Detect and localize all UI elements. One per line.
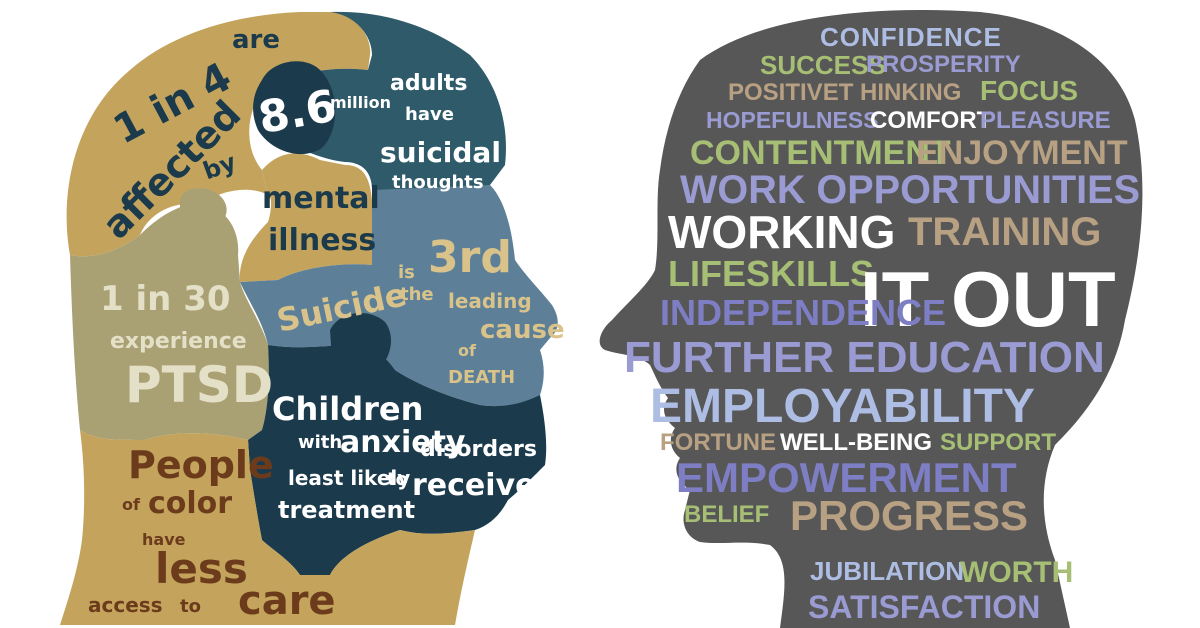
stat-adults: adults xyxy=(390,71,467,96)
puzzle-knob xyxy=(179,188,227,228)
word-independence: INDEPENDENCE xyxy=(660,292,946,333)
stat-1-in-30: 1 in 30 xyxy=(100,279,231,319)
stat-have: have xyxy=(405,104,454,125)
word-well-being: WELL-BEING xyxy=(780,429,932,456)
right-head-word-cloud: CONFIDENCE SUCCESS PROSPERITY POSITIVET … xyxy=(624,22,1140,625)
stat-thoughts: thoughts xyxy=(392,172,484,193)
word-enjoyment: ENJOYMENT xyxy=(916,134,1128,172)
stat-3rd: 3rd xyxy=(428,232,512,283)
puzzle-piece-people-of-color xyxy=(60,430,475,625)
stat-leading: leading xyxy=(448,289,532,313)
stat-least: least likely xyxy=(288,466,410,490)
word-belief: BELIEF xyxy=(684,501,769,528)
word-pleasure: PLEASURE xyxy=(980,107,1111,134)
stat-ptsd: PTSD xyxy=(125,356,273,414)
word-lifeskills: LIFESKILLS xyxy=(668,253,874,294)
stat-anxiety: anxiety xyxy=(340,425,466,460)
word-support: SUPPORT xyxy=(940,429,1056,456)
word-work-opportunities: WORK OPPORTUNITIES xyxy=(680,168,1140,212)
stat-million: million xyxy=(330,93,391,112)
stat-with: with xyxy=(298,432,342,453)
stat-care: care xyxy=(238,578,336,624)
stat-suicidal: suicidal xyxy=(380,136,501,169)
puzzle-piece-8-6-blob xyxy=(253,61,336,155)
right-head-silhouette xyxy=(599,9,1143,628)
word-positive-thinking: POSITIVET HINKING xyxy=(728,79,961,106)
word-contentment: CONTENTMENT xyxy=(690,134,951,172)
word-success: SUCCESS xyxy=(760,50,886,80)
word-working: WORKING xyxy=(668,206,895,258)
word-employability: EMPLOYABILITY xyxy=(650,380,1035,433)
stat-disorders: disorders xyxy=(420,437,537,462)
word-it-out: IT OUT xyxy=(860,255,1116,343)
stat-people: People xyxy=(128,443,274,487)
word-comfort: COMFORT xyxy=(870,107,992,134)
stat-death: DEATH xyxy=(448,367,515,388)
stat-the: the xyxy=(400,284,434,305)
puzzle-ear-blob xyxy=(330,312,392,374)
stat-experience: experience xyxy=(110,329,247,354)
left-head xyxy=(60,11,558,625)
word-empowerment: EMPOWERMENT xyxy=(676,454,1017,501)
stat-color: color xyxy=(148,486,232,521)
stat-treatment: treatment xyxy=(278,496,415,524)
stat-access: access xyxy=(88,593,163,617)
word-satisfaction: SATISFACTION xyxy=(808,589,1040,625)
stat-children: Children xyxy=(272,390,423,428)
stat-receive: receive xyxy=(412,468,535,503)
word-fortune: FORTUNE xyxy=(660,429,776,456)
word-training: TRAINING xyxy=(908,210,1101,254)
stat-are: are xyxy=(232,25,280,55)
word-confidence: CONFIDENCE xyxy=(820,22,1002,52)
word-focus: FOCUS xyxy=(980,75,1078,106)
stat-is: is xyxy=(398,262,415,283)
stat-mental: mental xyxy=(262,181,380,216)
stat-cause: cause xyxy=(480,315,565,345)
word-hopefulness: HOPEFULNESS xyxy=(706,107,879,133)
stat-of: of xyxy=(458,341,477,360)
word-further-education: FURTHER EDUCATION xyxy=(624,333,1105,382)
puzzle-piece-1-in-30 xyxy=(70,204,269,440)
puzzle-piece-mental-illness xyxy=(239,153,372,282)
stat-to-care: to xyxy=(180,596,201,617)
word-jubilation: JUBILATION xyxy=(810,556,964,586)
stat-to: to xyxy=(387,469,408,490)
puzzle-piece-children xyxy=(248,345,547,575)
word-prosperity: PROSPERITY xyxy=(866,51,1021,78)
word-worth: WORTH xyxy=(960,556,1073,589)
stat-have-less: have xyxy=(142,530,186,549)
left-head-text: 1 in 4 are affected by 8.6 million adult… xyxy=(88,25,565,624)
puzzle-piece-suicide xyxy=(240,185,558,407)
stat-illness: illness xyxy=(268,223,376,258)
stat-of-color-of: of xyxy=(122,495,141,514)
stat-less: less xyxy=(155,544,248,593)
word-progress: PROGRESS xyxy=(790,492,1028,539)
